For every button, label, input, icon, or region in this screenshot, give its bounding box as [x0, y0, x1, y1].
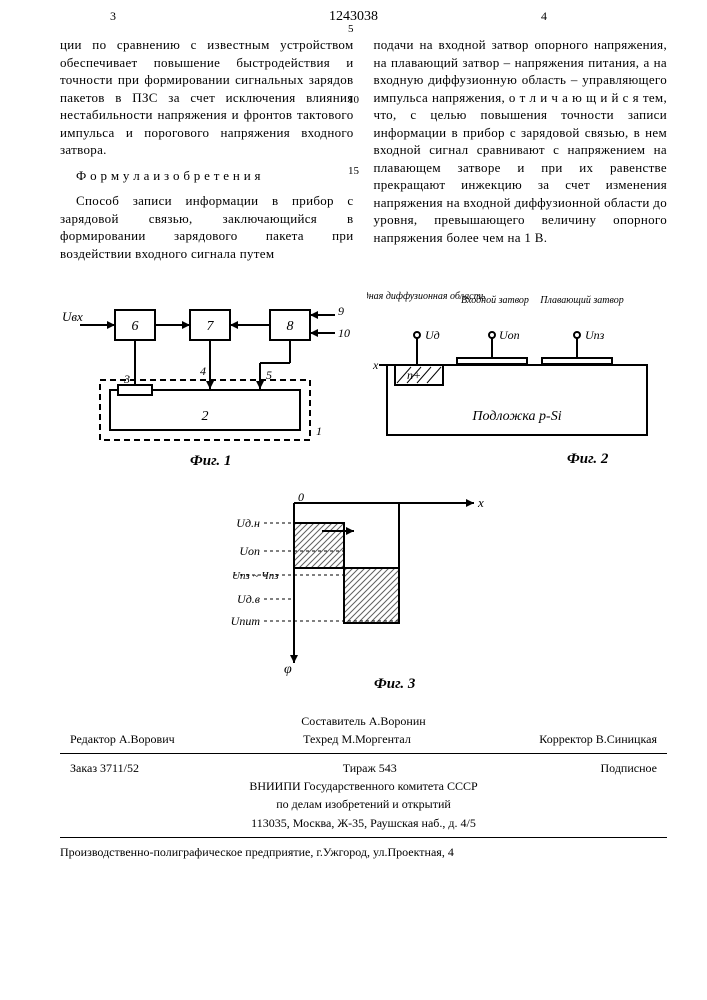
author-line: Составитель А.Воронин: [60, 713, 667, 729]
svg-text:Uпит: Uпит: [230, 614, 260, 628]
svg-text:Uвх: Uвх: [62, 309, 83, 324]
svg-text:φ: φ: [284, 662, 292, 677]
svg-text:x: x: [372, 358, 379, 372]
formula-heading: Ф о р м у л а и з о б р е т е н и я: [60, 167, 354, 185]
figure-3: x 0 φ: [224, 493, 504, 693]
svg-text:6: 6: [132, 319, 139, 334]
colophon: Составитель А.Воронин Редактор А.Ворович…: [60, 713, 667, 860]
tech-editor: Техред М.Моргентал: [303, 731, 411, 747]
order-line: Заказ 3711/52 Тираж 543 Подписное: [60, 760, 667, 776]
text-columns: 5 10 15 ции по сравнению с известным уст…: [60, 36, 667, 271]
svg-text:Uоп: Uоп: [499, 328, 520, 342]
patent-page: 3 1243038 4 5 10 15 ции по сравнению с и…: [0, 0, 707, 1000]
svg-text:7: 7: [207, 319, 215, 334]
proofreader: Корректор В.Синицкая: [539, 731, 657, 747]
left-column: ции по сравнению с известным устройством…: [60, 36, 354, 271]
editor: Редактор А.Ворович: [70, 731, 175, 747]
svg-text:5: 5: [266, 368, 272, 382]
org-line-2: по делам изобретений и открытий: [60, 796, 667, 812]
svg-text:Uпз ~ Чпз: Uпз ~ Чпз: [232, 570, 279, 582]
svg-text:Подложка p-Si: Подложка p-Si: [471, 409, 561, 424]
paragraph: Способ записи информации в прибор с заря…: [60, 192, 354, 262]
svg-text:9: 9: [338, 304, 344, 318]
address: 113035, Москва, Ж-35, Раушская наб., д. …: [60, 815, 667, 831]
paragraph: ции по сравнению с известным устройством…: [60, 36, 354, 159]
svg-text:3: 3: [123, 372, 130, 386]
svg-text:Плавающий затвор: Плавающий затвор: [539, 295, 623, 306]
tirazh: Тираж 543: [343, 760, 397, 776]
divider: [60, 837, 667, 838]
page-number-right: 4: [541, 8, 547, 24]
svg-text:n+: n+: [407, 368, 421, 382]
divider: [60, 753, 667, 754]
paragraph: подачи на входной затвор опорного напряж…: [374, 36, 668, 247]
printer-line: Производственно-полиграфическое предприя…: [60, 844, 667, 860]
svg-text:Uпз: Uпз: [585, 328, 605, 342]
right-column: подачи на входной затвор опорного напряж…: [374, 36, 668, 271]
svg-text:Uоп: Uоп: [239, 544, 260, 558]
svg-text:2: 2: [202, 409, 209, 424]
org-line-1: ВНИИПИ Государственного комитета СССР: [60, 778, 667, 794]
subscription: Подписное: [601, 760, 658, 776]
editor-line: Редактор А.Ворович Техред М.Моргентал Ко…: [60, 731, 667, 747]
svg-text:1: 1: [316, 424, 322, 438]
order-number: Заказ 3711/52: [70, 760, 139, 776]
svg-text:8: 8: [287, 319, 294, 334]
svg-text:Uд: Uд: [425, 328, 440, 342]
svg-text:10: 10: [338, 326, 350, 340]
figures-area: 2 3 4 5 1: [60, 285, 667, 693]
figure-2: n+ Uд Uоп Uпз: [367, 285, 667, 475]
svg-text:Фиг. 3: Фиг. 3: [374, 676, 416, 692]
svg-text:Фиг. 1: Фиг. 1: [190, 453, 231, 469]
svg-text:Uд.н: Uд.н: [236, 516, 260, 530]
svg-text:Входной затвор: Входной затвор: [461, 295, 529, 306]
svg-text:0: 0: [298, 493, 304, 504]
figure-1: 2 3 4 5 1: [60, 285, 350, 475]
svg-text:x: x: [477, 495, 484, 510]
svg-text:Uд.в: Uд.в: [237, 592, 260, 606]
svg-text:Фиг. 2: Фиг. 2: [567, 451, 609, 467]
svg-text:4: 4: [200, 364, 206, 378]
line-number: 5: [348, 22, 359, 37]
